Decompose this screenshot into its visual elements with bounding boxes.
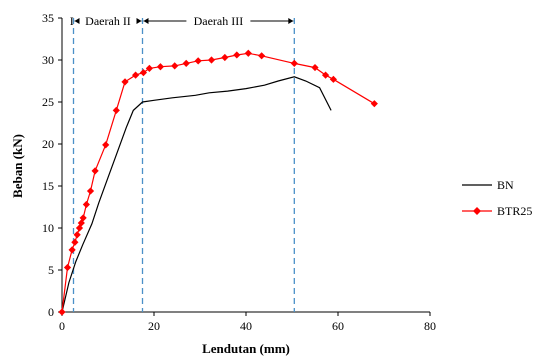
y-tick-label: 15	[42, 179, 54, 193]
data-point-btr25	[58, 308, 66, 316]
x-tick-label: 80	[424, 319, 436, 333]
data-point-btr25	[221, 53, 229, 62]
data-point-btr25	[73, 231, 81, 239]
series-bn	[61, 76, 332, 313]
data-point-btr25	[63, 263, 72, 272]
data-point-btr25	[311, 63, 319, 72]
data-point-btr25	[370, 100, 378, 108]
x-axis-ticks: 0 20 40 60 80	[59, 312, 436, 333]
legend-item-bn: BN	[462, 178, 514, 192]
data-point-btr25	[82, 200, 90, 209]
y-axis-ticks: 0 5 10 15 20 25 30 35	[42, 11, 62, 319]
plot-area: 0 20 40 60 80 0 5 10 15 20 25 30 35 I Daerah II Daera…	[42, 11, 436, 333]
data-point-btr25	[182, 59, 190, 67]
data-point-btr25	[194, 57, 202, 65]
region-annotation: I	[70, 14, 74, 28]
data-point-btr25	[207, 56, 216, 64]
region-annotation: Daerah III	[143, 14, 294, 28]
data-point-btr25	[258, 52, 266, 60]
legend: BN BTR25	[462, 178, 532, 218]
y-tick-label: 30	[42, 53, 54, 67]
data-point-btr25	[102, 141, 110, 149]
region-label: Daerah III	[194, 14, 244, 28]
series-layer	[58, 49, 378, 316]
data-point-btr25	[139, 69, 148, 77]
region-boundaries	[72, 18, 295, 312]
y-axis-title: Beban (kN)	[10, 134, 25, 198]
arrowhead	[143, 18, 149, 24]
legend-label-btr25: BTR25	[497, 204, 532, 218]
data-point-btr25	[244, 49, 252, 57]
y-tick-label: 35	[42, 11, 54, 25]
data-point-btr25	[132, 71, 140, 79]
series-btr25	[58, 49, 378, 316]
y-tick-label: 5	[48, 263, 54, 277]
data-point-btr25	[290, 59, 298, 67]
data-point-btr25	[233, 51, 241, 59]
data-point-btr25	[145, 64, 153, 72]
legend-item-btr25: BTR25	[462, 204, 532, 218]
data-point-btr25	[68, 246, 76, 254]
x-tick-label: 0	[59, 319, 65, 333]
data-point-btr25	[86, 187, 95, 195]
data-point-btr25	[321, 71, 330, 79]
arrowhead	[288, 18, 294, 24]
data-point-btr25	[156, 63, 165, 71]
data-point-btr25	[79, 214, 87, 222]
legend-marker-btr25	[473, 207, 481, 215]
arrowhead	[136, 18, 142, 24]
data-point-btr25	[112, 106, 120, 114]
data-point-btr25	[171, 62, 179, 70]
y-tick-label: 10	[42, 221, 54, 235]
x-tick-label: 60	[332, 319, 344, 333]
arrowhead	[74, 18, 80, 24]
data-point-btr25	[121, 78, 129, 86]
region-label: I	[70, 14, 74, 28]
series-line-bn	[61, 76, 332, 313]
region-label: Daerah II	[85, 14, 131, 28]
legend-label-bn: BN	[497, 178, 514, 192]
y-tick-label: 0	[48, 305, 54, 319]
region-annotation: Daerah II	[74, 14, 142, 28]
y-tick-label: 25	[42, 95, 54, 109]
x-axis-title: Lendutan (mm)	[202, 341, 290, 356]
y-tick-label: 20	[42, 137, 54, 151]
region-labels: I Daerah II Daerah III	[70, 14, 294, 28]
data-point-btr25	[71, 238, 79, 246]
data-point-btr25	[329, 75, 337, 83]
data-point-btr25	[91, 167, 99, 175]
x-tick-label: 20	[148, 319, 160, 333]
x-tick-label: 40	[240, 319, 252, 333]
